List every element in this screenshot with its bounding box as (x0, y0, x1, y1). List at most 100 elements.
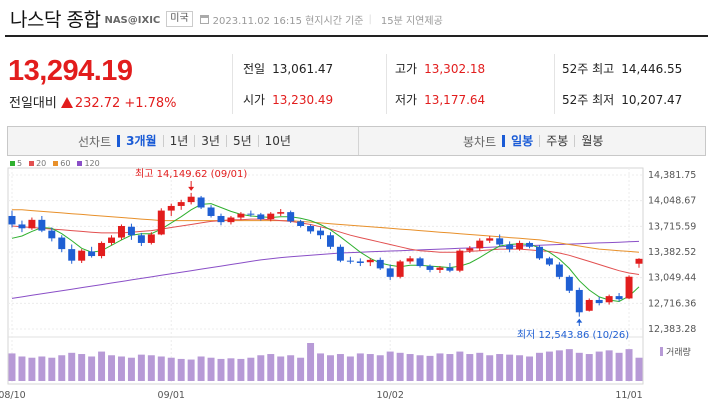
candle-body (197, 197, 205, 208)
stat-value: 13,230.49 (272, 93, 334, 107)
candle-body (157, 210, 165, 235)
candle (346, 256, 354, 264)
volume-bar (585, 354, 593, 381)
stat-low: 저가 13,177.64 (395, 91, 485, 108)
tab-weekly[interactable]: 주봉 (539, 135, 574, 147)
volume-bar (595, 351, 603, 381)
volume-bar (615, 352, 623, 381)
candle-body (476, 240, 484, 249)
candle-body (516, 242, 524, 250)
candle (426, 264, 434, 273)
stat-label: 저가 (395, 93, 418, 107)
change-percent: +1.78% (124, 96, 177, 111)
volume-bar (635, 357, 643, 381)
candle (187, 192, 195, 205)
candle-body (406, 258, 414, 262)
candle-body (317, 230, 325, 236)
volume-bar (506, 354, 514, 381)
swatch (53, 161, 59, 166)
candle-body (48, 230, 56, 239)
stat-value: 10,207.47 (621, 93, 683, 107)
candle (277, 209, 285, 216)
volume-bar (366, 354, 374, 381)
volume-label: 거래량 (666, 346, 691, 358)
index-header: 나스닥 종합 NAS@IXIC 미국 2023.11.02 16:15 현지시간… (10, 6, 443, 31)
candle (615, 293, 623, 302)
candle (565, 275, 573, 294)
volume-bar (486, 355, 494, 381)
ma-legend: 5 20 60 120 (10, 159, 100, 168)
candle (147, 232, 155, 245)
candle-body (58, 237, 66, 250)
candle-body (366, 259, 374, 263)
volume-bar (157, 356, 165, 381)
candle-body (595, 299, 603, 304)
candle (575, 287, 583, 317)
candle-body (117, 225, 125, 238)
volume-bar (545, 351, 553, 381)
current-price: 13,294.19 (8, 55, 133, 87)
volume-bar (108, 355, 116, 381)
volume-bar (237, 358, 245, 381)
volume-bar (28, 357, 36, 381)
tab-10y[interactable]: 10년 (257, 135, 297, 147)
stat-label: 시가 (243, 93, 266, 107)
volume-bar (336, 354, 344, 381)
min-arrowhead-icon (576, 318, 583, 323)
volume-bar (396, 352, 404, 381)
market-badge[interactable]: 미국 (166, 11, 193, 27)
stat-label: 52주 최저 (562, 93, 615, 107)
stat-value: 13,177.64 (424, 93, 486, 107)
candle-body (376, 259, 384, 269)
candle-body (565, 276, 573, 291)
volume-bar (18, 356, 26, 381)
candle-body (187, 196, 195, 203)
volume-legend-swatch (660, 347, 663, 356)
volume-bar (526, 356, 534, 381)
swatch (77, 161, 83, 166)
candle (535, 245, 543, 260)
candle-body (456, 250, 464, 271)
delay-notice: 15분 지연제공 (380, 15, 443, 27)
candle-body (446, 267, 454, 271)
volume-bar (257, 355, 265, 381)
tab-3y[interactable]: 3년 (194, 135, 226, 147)
volume-bar (147, 355, 155, 381)
candle-body (127, 226, 135, 236)
up-arrow-icon (60, 97, 73, 108)
volume-bar (207, 357, 215, 381)
volume-bar (38, 356, 46, 381)
volume-bar (267, 354, 275, 381)
candle-body (257, 214, 265, 220)
tab-3m[interactable]: 3개월 (117, 135, 162, 147)
candle (326, 232, 334, 250)
volume-bar (78, 354, 86, 381)
candle (376, 257, 384, 270)
candle (227, 215, 235, 225)
index-title: 나스닥 종합 (10, 8, 101, 31)
candle-chart-tabs: 봉차트 일봉 주봉 월봉 (463, 127, 609, 155)
candle-body (615, 296, 623, 300)
tab-5y[interactable]: 5년 (225, 135, 258, 147)
volume-bar (346, 356, 354, 381)
volume-bar (496, 354, 504, 381)
y-tick-label: 13,382.52 (648, 247, 696, 258)
candle (396, 259, 404, 279)
candle (108, 235, 116, 246)
min-annotation: 최저 12,543.86 (10/26) (517, 329, 629, 341)
candle-body (147, 234, 155, 243)
candle-body (207, 207, 215, 216)
divider (358, 127, 359, 155)
volume-bar (466, 354, 474, 381)
volume-bar (217, 358, 225, 381)
candle-body (356, 261, 364, 263)
tab-monthly[interactable]: 월봉 (574, 135, 609, 147)
tab-daily[interactable]: 일봉 (502, 135, 539, 147)
tab-1y[interactable]: 1년 (162, 135, 195, 147)
candle-body (496, 238, 504, 245)
legend-ma20: 20 (29, 159, 46, 168)
stat-52w-high: 52주 최고 14,446.55 (562, 60, 682, 77)
candle (476, 238, 484, 251)
volume-bar (476, 352, 484, 381)
